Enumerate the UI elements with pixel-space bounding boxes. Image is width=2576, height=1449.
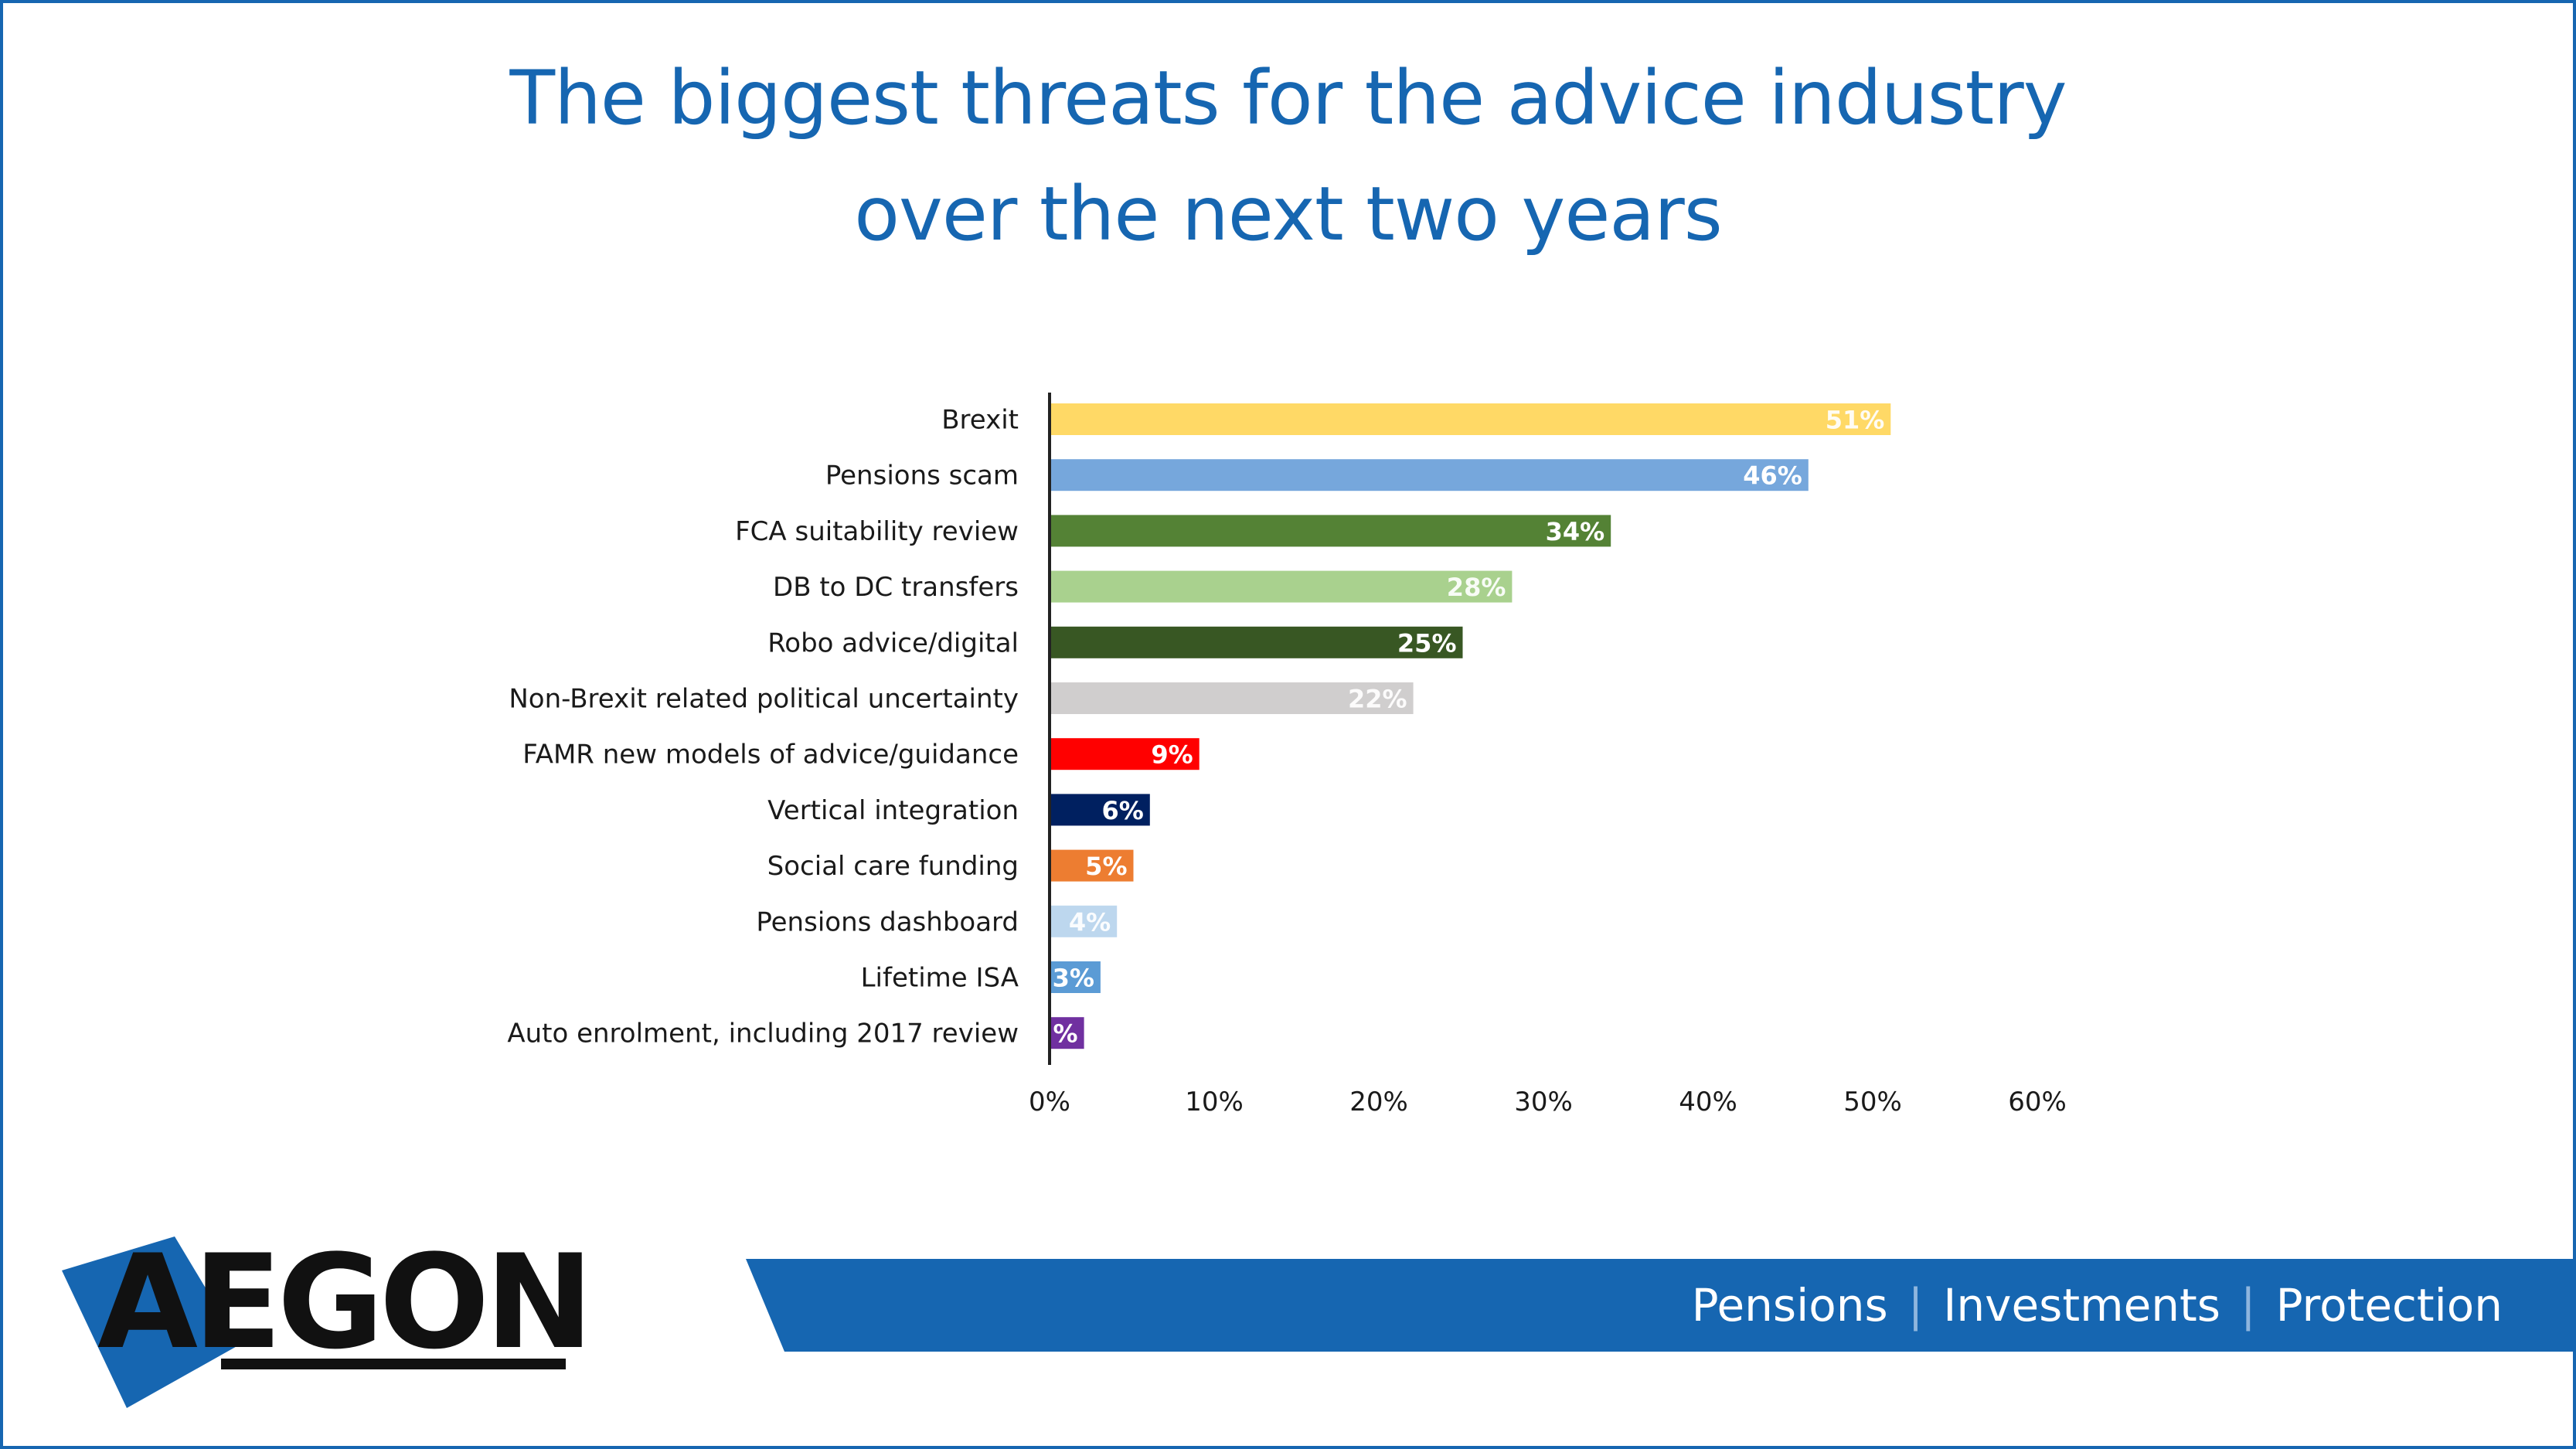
- footer-separator: |: [1907, 1279, 1924, 1332]
- logo-text: AEGON: [97, 1226, 594, 1378]
- x-tick-label: 10%: [1185, 1087, 1244, 1117]
- bar: [1051, 459, 1809, 492]
- category-label: DB to DC transfers: [773, 572, 1019, 603]
- title-line-1: The biggest threats for the advice indus…: [509, 55, 2067, 141]
- category-label: Auto enrolment, including 2017 review: [507, 1019, 1019, 1049]
- logo-underline: [221, 1359, 566, 1369]
- category-label: FCA suitability review: [735, 516, 1019, 547]
- category-label: Non-Brexit related political uncertainty: [509, 684, 1019, 715]
- footer-band: Pensions | Investments | Protection: [746, 1259, 2576, 1352]
- x-tick-label: 0%: [1029, 1087, 1070, 1117]
- bar: [1051, 905, 1118, 937]
- data-label: 25%: [1397, 628, 1457, 658]
- category-label: Pensions dashboard: [756, 906, 1019, 937]
- bar: [1051, 794, 1150, 826]
- bar: [1051, 403, 1891, 435]
- data-label: 3%: [1053, 964, 1094, 993]
- x-tick-label: 40%: [1679, 1087, 1737, 1117]
- x-tick-label: 20%: [1349, 1087, 1408, 1117]
- data-label: 22%: [1348, 685, 1407, 714]
- data-label: 46%: [1743, 461, 1802, 491]
- footer-item-protection: Protection: [2275, 1279, 2503, 1332]
- bar-chart: Brexit 51% Pensions scam 46% FCA suitability…: [507, 393, 2067, 1117]
- bar: [1051, 1017, 1084, 1049]
- bar: [1051, 682, 1414, 714]
- aegon-logo: [62, 1236, 240, 1408]
- category-label: Social care funding: [767, 851, 1019, 882]
- data-label: 6%: [1101, 796, 1143, 825]
- data-label: 5%: [1085, 852, 1127, 881]
- bar: [1051, 570, 1513, 603]
- footer-item-pensions: Pensions: [1691, 1279, 1888, 1332]
- category-label: Pensions scam: [825, 461, 1019, 492]
- x-tick-label: 50%: [1843, 1087, 1902, 1117]
- title-line-2: over the next two years: [854, 171, 1722, 257]
- data-label: 28%: [1447, 573, 1506, 602]
- bar: [1051, 626, 1463, 658]
- data-label: 9%: [1151, 740, 1193, 770]
- data-label: 2%: [1036, 1019, 1077, 1049]
- category-label: Lifetime ISA: [861, 963, 1019, 994]
- data-label: 4%: [1069, 907, 1111, 937]
- x-tick-label: 60%: [2008, 1087, 2067, 1117]
- data-label: 34%: [1546, 517, 1605, 546]
- footer-item-investments: Investments: [1943, 1279, 2221, 1332]
- category-label: Robo advice/digital: [767, 628, 1019, 658]
- footer-tagline: Pensions | Investments | Protection: [1692, 1259, 2503, 1352]
- x-tick-label: 30%: [1514, 1087, 1573, 1117]
- bar: [1051, 961, 1101, 993]
- logo-blue-shape: [62, 1236, 240, 1408]
- slide-title: The biggest threats for the advice indus…: [0, 40, 2576, 272]
- footer-separator: |: [2241, 1279, 2256, 1332]
- category-label: Vertical integration: [767, 795, 1019, 826]
- bar: [1051, 738, 1200, 770]
- bar: [1051, 849, 1134, 882]
- category-label: FAMR new models of advice/guidance: [522, 740, 1019, 770]
- bar: [1051, 515, 1611, 547]
- category-label: Brexit: [941, 405, 1019, 436]
- data-label: 51%: [1826, 406, 1885, 435]
